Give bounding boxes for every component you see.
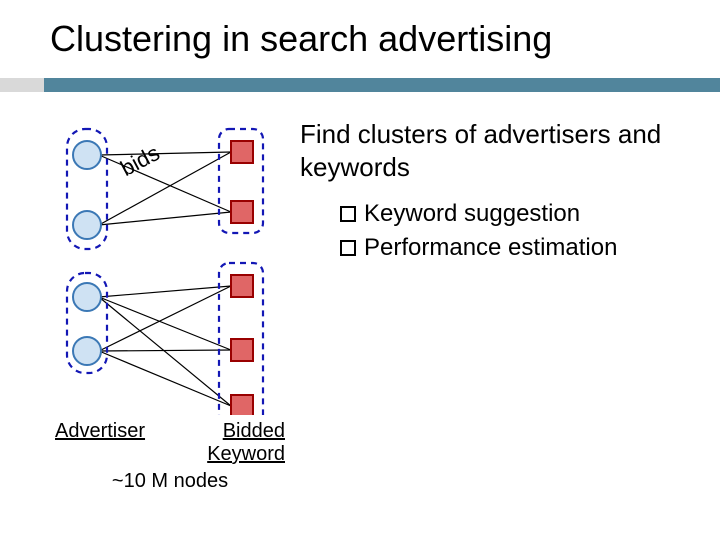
left-axis-label: Advertiser xyxy=(55,420,145,466)
checkbox-icon xyxy=(340,206,356,222)
right-axis-label: BiddedKeyword xyxy=(207,420,285,466)
accent-left xyxy=(0,78,44,92)
checkbox-icon xyxy=(340,240,356,256)
axis-labels: Advertiser BiddedKeyword ~10 M nodes xyxy=(55,420,285,493)
accent-bar xyxy=(0,78,720,92)
bullet-list: Keyword suggestion Performance estimatio… xyxy=(340,200,617,268)
scale-label: ~10 M nodes xyxy=(55,470,285,493)
bipartite-diagram xyxy=(55,115,285,415)
slide-title: Clustering in search advertising xyxy=(50,18,690,60)
bullet-text: Performance estimation xyxy=(364,234,617,262)
accent-right xyxy=(44,78,720,92)
list-item: Performance estimation xyxy=(340,234,617,262)
list-item: Keyword suggestion xyxy=(340,200,617,228)
subtitle: Find clusters of advertisers and keyword… xyxy=(300,118,700,183)
bullet-text: Keyword suggestion xyxy=(364,200,580,228)
